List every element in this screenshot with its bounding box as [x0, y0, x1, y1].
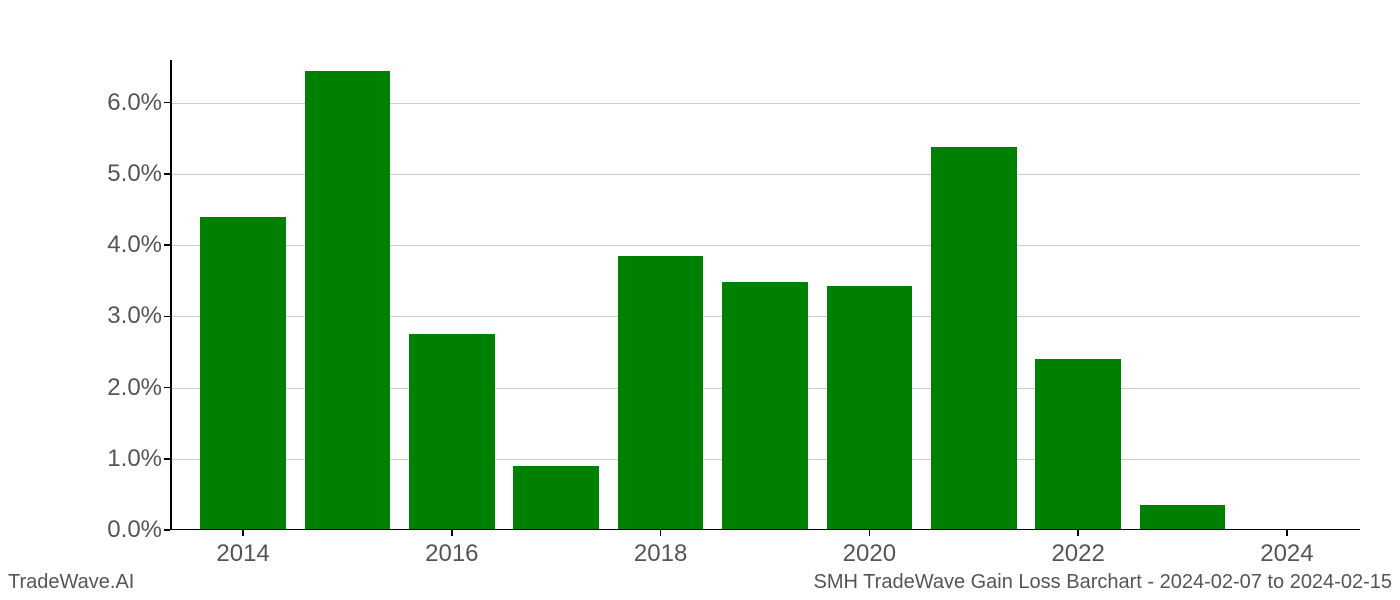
bar	[931, 147, 1017, 530]
y-tick-label: 2.0%	[107, 374, 162, 402]
x-tick-mark	[1077, 530, 1079, 536]
y-tick-label: 1.0%	[107, 445, 162, 473]
y-tick-mark	[164, 173, 170, 175]
y-tick-mark	[164, 316, 170, 318]
x-tick-label: 2014	[216, 540, 269, 568]
y-tick-mark	[164, 529, 170, 531]
y-tick-mark	[164, 458, 170, 460]
x-tick-mark	[869, 530, 871, 536]
bar	[722, 282, 808, 530]
footer-right-caption: SMH TradeWave Gain Loss Barchart - 2024-…	[814, 571, 1392, 594]
y-tick-label: 0.0%	[107, 516, 162, 544]
x-tick-mark	[451, 530, 453, 536]
bar	[1140, 505, 1226, 530]
y-axis-line	[170, 60, 172, 530]
bar	[618, 256, 704, 530]
bar	[827, 286, 913, 530]
x-tick-label: 2024	[1260, 540, 1313, 568]
y-tick-label: 5.0%	[107, 160, 162, 188]
y-tick-label: 6.0%	[107, 89, 162, 117]
bar	[305, 71, 391, 530]
footer-left-brand: TradeWave.AI	[8, 571, 134, 594]
bar	[1035, 359, 1121, 530]
x-tick-label: 2022	[1051, 540, 1104, 568]
chart-container: 0.0% 1.0% 2.0% 3.0% 4.0% 5.0% 6.0% 2014 2016 201…	[0, 0, 1400, 600]
x-tick-label: 2016	[425, 540, 478, 568]
x-tick-mark	[660, 530, 662, 536]
bar	[200, 217, 286, 530]
y-tick-label: 3.0%	[107, 302, 162, 330]
x-tick-mark	[1286, 530, 1288, 536]
x-tick-mark	[242, 530, 244, 536]
x-tick-label: 2018	[634, 540, 687, 568]
bar	[409, 334, 495, 530]
y-tick-mark	[164, 102, 170, 104]
y-tick-label: 4.0%	[107, 231, 162, 259]
x-tick-label: 2020	[843, 540, 896, 568]
plot-area	[170, 60, 1360, 530]
y-tick-mark	[164, 244, 170, 246]
x-axis-line	[170, 529, 1360, 531]
bar	[513, 466, 599, 530]
y-tick-mark	[164, 387, 170, 389]
